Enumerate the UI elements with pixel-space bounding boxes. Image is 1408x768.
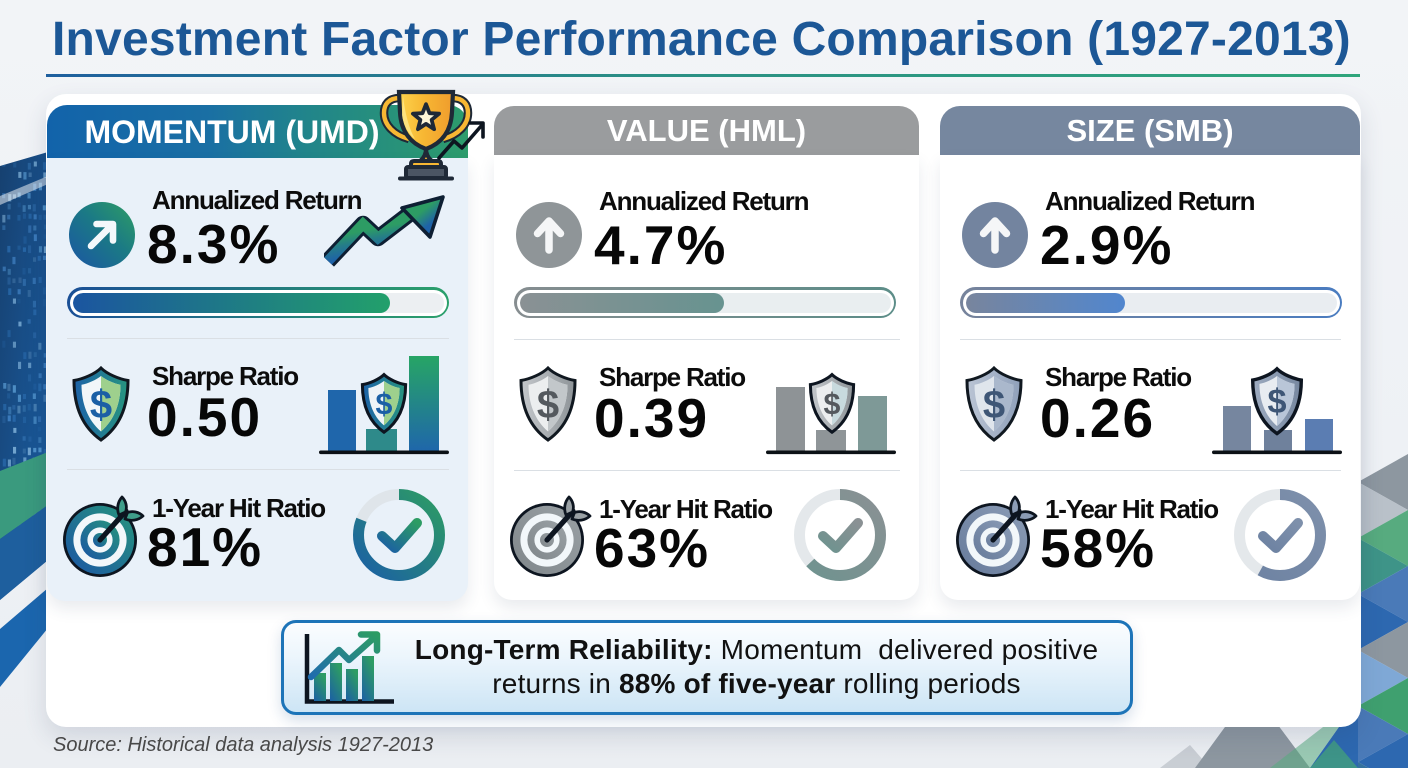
svg-text:$: $ <box>983 383 1005 427</box>
svg-text:$: $ <box>824 387 841 421</box>
svg-text:$: $ <box>376 387 393 421</box>
svg-text:$: $ <box>1267 383 1286 421</box>
svg-text:$: $ <box>90 383 112 427</box>
svg-text:$: $ <box>537 383 559 427</box>
